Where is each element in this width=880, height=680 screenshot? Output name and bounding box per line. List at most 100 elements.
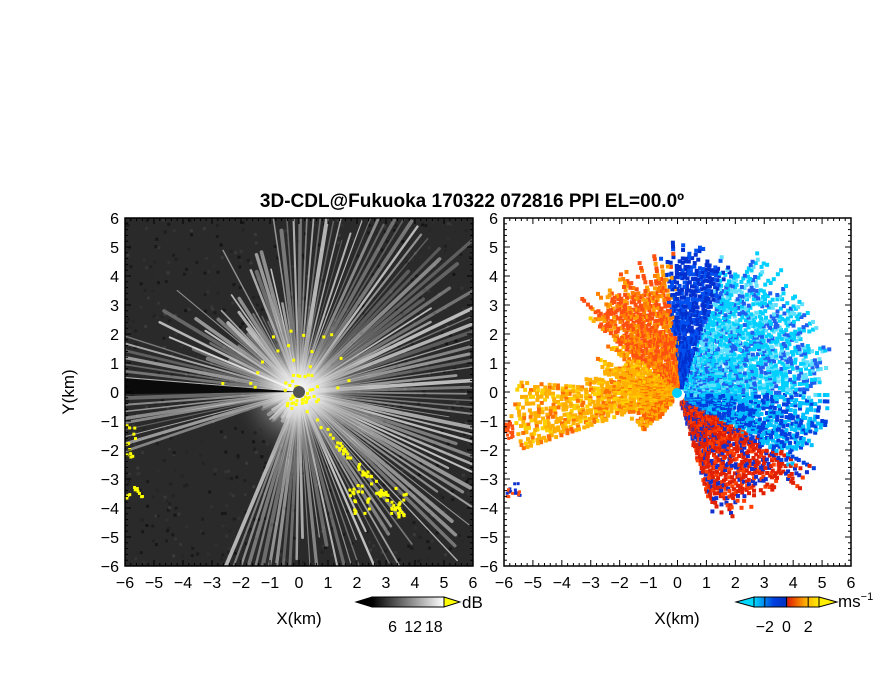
velocity-cell	[767, 319, 772, 324]
intensity-overflow-cell	[380, 491, 384, 495]
velocity-cell	[780, 376, 785, 381]
intensity-overflow-cell	[357, 468, 361, 472]
intensity-noise-cell	[236, 456, 240, 460]
velocity-cell	[547, 385, 552, 390]
velocity-cell	[770, 336, 775, 341]
velocity-cell	[534, 424, 539, 429]
intensity-noise-cell	[203, 369, 207, 373]
velocity-cell	[553, 414, 558, 419]
velocity-cell	[695, 348, 700, 353]
velocity-cell	[548, 430, 553, 435]
intensity-noise-cell	[212, 413, 216, 417]
intensity-noise-cell	[135, 551, 139, 555]
velocity-cell	[701, 354, 706, 359]
velocity-cell	[671, 244, 676, 249]
velocity-cell	[561, 404, 566, 409]
velocity-cell	[588, 410, 593, 415]
velocity-cell	[710, 320, 715, 325]
velocity-cell	[531, 394, 536, 399]
intensity-noise-cell	[172, 228, 176, 232]
intensity-overflow-cell	[271, 335, 275, 339]
intensity-noise-cell	[392, 359, 396, 363]
velocity-cell	[593, 310, 598, 315]
intensity-noise-cell	[460, 540, 464, 544]
velocity-cell	[730, 388, 735, 393]
intensity-noise-cell	[362, 482, 366, 486]
intensity-overflow-cell	[305, 397, 309, 401]
velocity-cell	[656, 349, 661, 354]
velocity-cell	[527, 425, 532, 430]
velocity-cell	[659, 321, 664, 326]
intensity-overflow-cell	[349, 456, 353, 460]
intensity-overflow-cell	[338, 447, 342, 451]
intensity-noise-cell	[140, 518, 144, 522]
velocity-cell	[643, 347, 648, 352]
intensity-noise-cell	[303, 296, 307, 300]
intensity-overflow-cell	[328, 433, 332, 437]
velocity-cell	[717, 338, 722, 343]
velocity-cell	[746, 319, 751, 324]
velocity-cell	[639, 268, 644, 273]
velocity-cell	[543, 385, 548, 390]
velocity-cell	[793, 294, 798, 299]
intensity-noise-cell	[325, 281, 329, 285]
velocity-cell	[612, 405, 617, 410]
intensity-noise-cell	[254, 241, 258, 245]
intensity-noise-cell	[149, 265, 153, 269]
velocity-cell	[642, 328, 647, 333]
intensity-noise-cell	[145, 219, 149, 223]
intensity-noise-cell	[389, 290, 393, 294]
intensity-noise-cell	[288, 262, 292, 266]
intensity-shadow-wedge	[125, 378, 299, 394]
velocity-cell	[759, 369, 764, 374]
intensity-noise-cell	[424, 524, 428, 528]
velocity-cell	[714, 307, 719, 312]
velocity-cell	[715, 286, 720, 291]
velocity-cell	[662, 298, 667, 303]
velocity-cell	[700, 349, 705, 354]
velocity-cell	[603, 328, 608, 333]
intensity-noise-cell	[142, 561, 146, 565]
velocity-cell	[675, 299, 680, 304]
velocity-cell	[536, 404, 541, 409]
velocity-cell	[621, 313, 626, 318]
velocity-cell	[675, 296, 680, 301]
velocity-cell	[572, 406, 577, 411]
velocity-cell	[585, 404, 590, 409]
velocity-cell	[666, 300, 671, 305]
velocity-cell	[775, 309, 780, 314]
velocity-cell	[723, 272, 728, 277]
velocity-cell	[731, 312, 736, 317]
velocity-cell	[744, 335, 749, 340]
velocity-cell	[716, 283, 721, 288]
velocity-cell	[784, 357, 789, 362]
intensity-noise-cell	[231, 494, 235, 498]
velocity-cell	[756, 344, 761, 349]
velocity-cell	[638, 307, 643, 312]
velocity-cell	[725, 324, 730, 329]
velocity-cell	[728, 381, 733, 386]
velocity-cell	[643, 289, 648, 294]
velocity-cell	[787, 311, 792, 316]
intensity-noise-cell	[184, 373, 188, 377]
velocity-cell	[736, 305, 741, 310]
intensity-noise-cell	[291, 267, 295, 271]
velocity-cell	[794, 339, 799, 344]
velocity-cell	[727, 296, 732, 301]
intensity-noise-cell	[448, 359, 452, 363]
intensity-noise-cell	[410, 546, 414, 550]
velocity-cell	[536, 407, 541, 412]
intensity-overflow-cell	[364, 473, 368, 477]
intensity-noise-cell	[259, 531, 263, 535]
velocity-cell	[740, 315, 745, 320]
velocity-cell	[601, 411, 606, 416]
velocity-cell	[524, 398, 529, 403]
velocity-cell	[779, 328, 784, 333]
velocity-cell	[666, 296, 671, 301]
intensity-noise-cell	[232, 283, 236, 287]
intensity-noise-cell	[332, 222, 336, 226]
velocity-cell	[651, 291, 656, 296]
velocity-cell	[766, 278, 771, 283]
velocity-cell	[608, 311, 613, 316]
